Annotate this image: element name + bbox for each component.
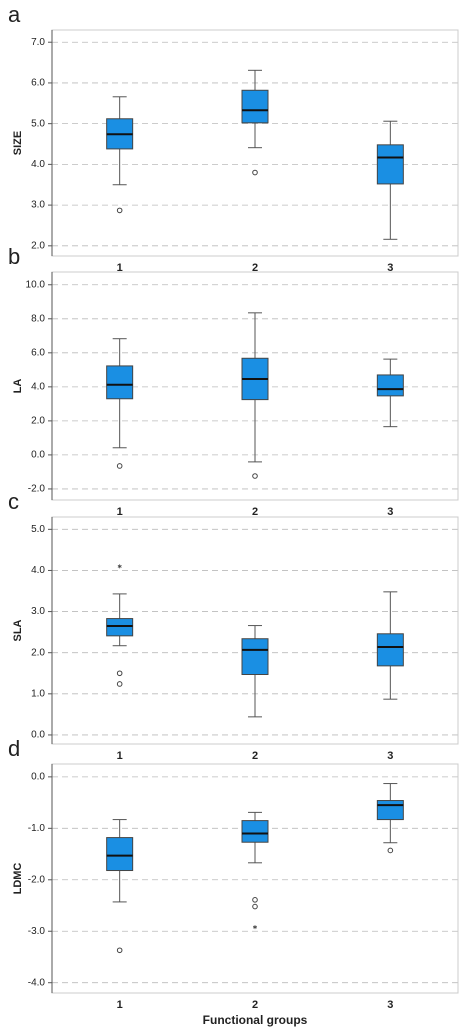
- x-tick-label: 2: [252, 262, 258, 274]
- outlier: [252, 903, 258, 910]
- y-axis-label: SLA: [12, 619, 24, 641]
- x-tick-label: 1: [117, 262, 123, 274]
- outlier: [116, 207, 123, 214]
- outlier: [116, 681, 123, 687]
- y-tick-label: 3.0: [31, 200, 45, 211]
- y-tick-label: 3.0: [31, 606, 45, 617]
- box: [106, 618, 134, 637]
- extreme-stroke: [117, 564, 122, 568]
- x-tick-label: 3: [387, 506, 393, 518]
- panel-letter: b: [8, 244, 20, 269]
- box: [106, 365, 134, 400]
- x-tick-label: 2: [252, 506, 258, 518]
- outlier: [252, 897, 258, 903]
- y-tick-label: 5.0: [31, 524, 45, 535]
- plot-frame: [51, 763, 459, 994]
- y-tick-label: 4.0: [31, 159, 45, 170]
- extreme: [253, 925, 257, 930]
- y-tick-label: 10.0: [26, 279, 46, 290]
- y-axis-label: LDMC: [12, 863, 24, 895]
- box: [376, 633, 404, 667]
- outlier: [116, 670, 123, 677]
- y-tick-label: 1.0: [31, 688, 45, 699]
- x-tick-label: 1: [117, 999, 123, 1011]
- box: [376, 374, 404, 397]
- outlier: [387, 847, 394, 854]
- x-tick-label: 3: [387, 750, 393, 762]
- panel-letter: c: [8, 489, 19, 514]
- x-tick-label: 2: [252, 999, 258, 1011]
- y-tick-label: 0.0: [31, 450, 45, 461]
- outlier: [252, 473, 258, 479]
- y-tick-label: -2.0: [28, 874, 46, 885]
- y-tick-label: 5.0: [31, 118, 45, 129]
- x-axis-label: Functional groups: [203, 1013, 308, 1027]
- y-tick-label: 6.0: [31, 347, 45, 358]
- extreme: [117, 564, 122, 569]
- y-tick-label: 0.0: [31, 730, 45, 741]
- y-tick-label: 4.0: [31, 381, 45, 392]
- extreme-stroke: [253, 925, 257, 929]
- y-axis-label: LA: [12, 379, 24, 394]
- outlier: [252, 169, 258, 176]
- x-tick-label: 1: [117, 506, 123, 518]
- y-tick-label: -4.0: [28, 977, 46, 988]
- y-tick-label: -2.0: [28, 484, 46, 495]
- panel-letter: d: [8, 736, 20, 761]
- x-tick-label: 3: [387, 262, 393, 274]
- box: [376, 800, 404, 821]
- outlier: [116, 947, 123, 954]
- y-axis-label: SIZE: [12, 131, 24, 155]
- x-tick-label: 2: [252, 750, 258, 762]
- box: [241, 638, 269, 676]
- y-tick-label: -3.0: [28, 926, 46, 937]
- y-tick-label: 2.0: [31, 647, 45, 658]
- x-tick-label: 1: [117, 750, 123, 762]
- y-tick-label: 0.0: [31, 772, 45, 783]
- y-tick-label: 6.0: [31, 78, 45, 89]
- y-tick-label: 4.0: [31, 565, 45, 576]
- y-tick-label: 2.0: [31, 416, 45, 427]
- y-tick-label: 8.0: [31, 313, 45, 324]
- y-tick-label: -1.0: [28, 823, 46, 834]
- y-tick-label: 2.0: [31, 240, 45, 251]
- panel-letter: a: [8, 2, 21, 27]
- box: [376, 144, 404, 185]
- box: [241, 820, 269, 843]
- y-tick-label: 7.0: [31, 37, 45, 48]
- box: [241, 89, 269, 124]
- outlier: [116, 463, 123, 469]
- box: [106, 837, 134, 872]
- x-tick-label: 3: [387, 999, 393, 1011]
